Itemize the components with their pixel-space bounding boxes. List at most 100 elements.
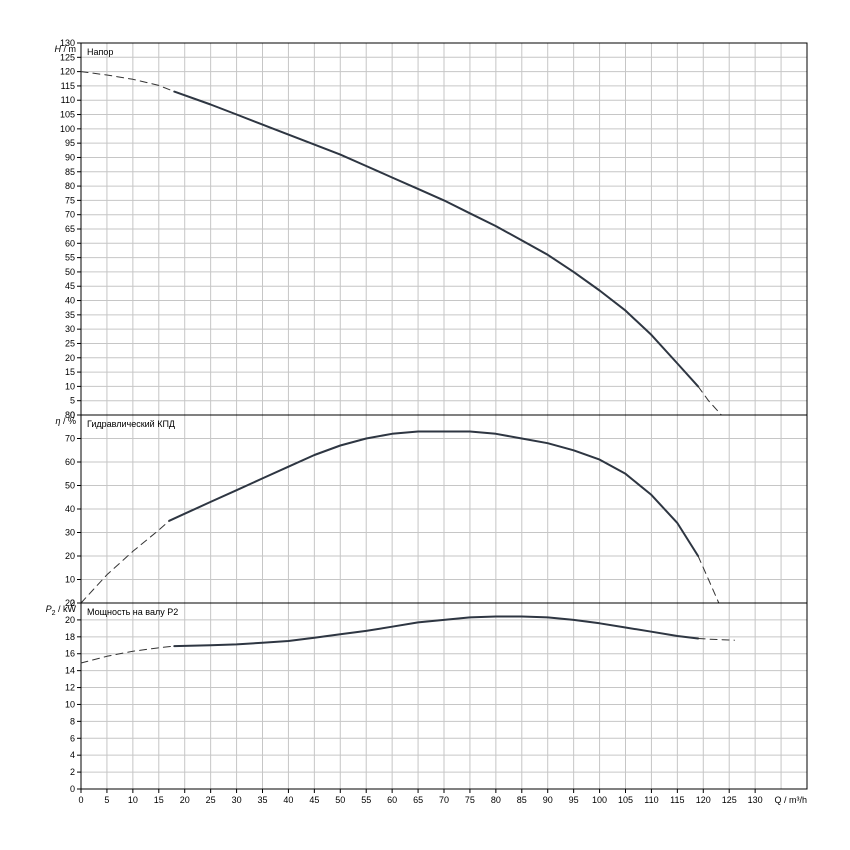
y-tick-label: 90 (65, 152, 75, 162)
x-tick-label: 65 (413, 795, 423, 805)
panel-1: 0 5 10 15 20 25 30 35 40 45 50 55 60 65 70 75 80 85 90 95 10… (55, 38, 808, 420)
x-tick-label: 25 (206, 795, 216, 805)
y-tick-label: 85 (65, 167, 75, 177)
x-tick-label: 20 (180, 795, 190, 805)
x-tick-label: 80 (491, 795, 501, 805)
y-axis-unit: / m (61, 44, 76, 54)
y-tick-label: 30 (65, 324, 75, 334)
y-tick-label: 5 (70, 396, 75, 406)
y-tick-label: 30 (65, 528, 75, 538)
curve-dashed-extension (80, 71, 175, 93)
y-tick-label: 60 (65, 457, 75, 467)
x-tick-label: 120 (696, 795, 711, 805)
y-tick-label: 20 (65, 353, 75, 363)
curve-solid (173, 90, 700, 388)
y-tick-label: 0 (70, 598, 75, 608)
y-tick-label: 15 (65, 367, 75, 377)
y-tick-label: 40 (65, 504, 75, 514)
y-tick-label: 10 (65, 575, 75, 585)
y-tick-label: 50 (65, 267, 75, 277)
curve-dashed-extension (697, 638, 735, 641)
y-tick-label: 75 (65, 195, 75, 205)
x-axis-label: Q / m³/h (774, 795, 807, 805)
y-tick-label: 20 (65, 551, 75, 561)
x-tick-label: 130 (748, 795, 763, 805)
x-tick-label: 90 (543, 795, 553, 805)
y-tick-label: 55 (65, 253, 75, 263)
y-tick-label: 6 (70, 733, 75, 743)
y-tick-label: 40 (65, 296, 75, 306)
y-tick-label: 125 (60, 52, 75, 62)
y-tick-label: 4 (70, 750, 75, 760)
y-tick-label: 0 (70, 784, 75, 794)
y-tick-label: 80 (65, 181, 75, 191)
y-axis-symbol: P (46, 604, 52, 614)
y-tick-label: 60 (65, 238, 75, 248)
y-tick-label: 65 (65, 224, 75, 234)
y-axis-symbol: H (55, 44, 62, 54)
panel-title: Напор (87, 47, 113, 57)
x-tick-label: 110 (644, 795, 658, 805)
y-tick-label: 110 (61, 95, 75, 105)
curve-dashed-extension (697, 555, 720, 604)
y-tick-label: 115 (61, 81, 75, 91)
y-tick-label: 10 (65, 699, 75, 709)
y-tick-label: 70 (65, 210, 75, 220)
y-tick-label: 105 (60, 110, 75, 120)
y-tick-label: 0 (70, 410, 75, 420)
curve-solid (168, 430, 700, 557)
y-tick-label: 18 (65, 632, 75, 642)
x-tick-label: 115 (670, 795, 684, 805)
x-tick-label: 5 (104, 795, 109, 805)
y-axis-label: P2 / kW (46, 604, 77, 617)
y-tick-label: 45 (65, 281, 75, 291)
panel-2: 0 10 20 30 40 50 60 70 80 Гидравлический КПД η / % (55, 410, 808, 608)
x-tick-label: 95 (569, 795, 579, 805)
y-tick-label: 8 (70, 716, 75, 726)
y-tick-label: 14 (65, 666, 75, 676)
y-tick-label: 25 (65, 338, 75, 348)
y-tick-label: 130 (60, 38, 75, 48)
y-tick-label: 2 (70, 767, 75, 777)
y-axis-unit: / kW (56, 604, 77, 614)
x-tick-label: 55 (361, 795, 371, 805)
y-tick-label: 70 (65, 434, 75, 444)
x-tick-label: 35 (257, 795, 267, 805)
y-tick-label: 35 (65, 310, 75, 320)
x-tick-label: 15 (154, 795, 164, 805)
x-tick-label: 30 (232, 795, 242, 805)
curve-dashed-extension (80, 520, 170, 604)
y-axis-unit: / % (60, 416, 76, 426)
y-tick-label: 100 (60, 124, 75, 134)
curve-dashed-extension (697, 385, 722, 416)
x-tick-label: 60 (387, 795, 397, 805)
y-axis-label: H / m (55, 44, 77, 54)
x-tick-label: 105 (618, 795, 633, 805)
y-tick-label: 95 (65, 138, 75, 148)
x-tick-label: 0 (78, 795, 83, 805)
y-tick-label: 80 (65, 410, 75, 420)
curve-solid (173, 615, 700, 648)
x-tick-label: 100 (592, 795, 607, 805)
y-axis-symbol: η (55, 416, 60, 426)
y-tick-label: 16 (65, 649, 75, 659)
x-tick-label: 125 (722, 795, 737, 805)
x-tick-label: 75 (465, 795, 475, 805)
x-tick-label: 45 (309, 795, 319, 805)
y-tick-label: 12 (65, 683, 75, 693)
x-tick-label: 70 (439, 795, 449, 805)
panel-title: Мощность на валу P2 (87, 607, 178, 617)
panel-title: Гидравлический КПД (87, 419, 175, 429)
y-tick-label: 22 (65, 598, 75, 608)
y-tick-label: 20 (65, 615, 75, 625)
y-tick-label: 120 (60, 67, 75, 77)
y-axis-label: η / % (55, 416, 76, 426)
y-axis-subscript: 2 (52, 610, 56, 617)
x-tick-label: 50 (335, 795, 345, 805)
x-tick-label: 10 (128, 795, 138, 805)
x-tick-label: 85 (517, 795, 527, 805)
x-tick-label: 40 (283, 795, 293, 805)
y-tick-label: 50 (65, 481, 75, 491)
